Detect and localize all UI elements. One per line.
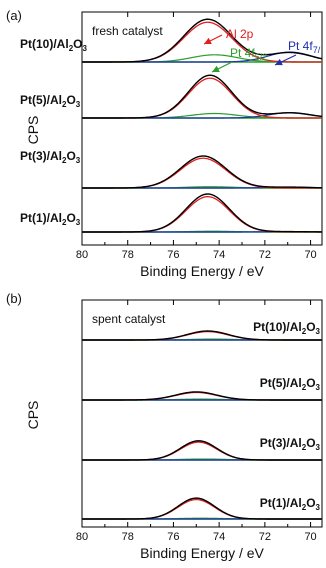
- sample-label: Pt(3)/Al2O3: [20, 149, 81, 165]
- measured-spectrum: [82, 74, 323, 119]
- measured-spectrum: [82, 330, 322, 341]
- measured-spectrum: [82, 391, 322, 401]
- y-axis-title: CPS: [25, 116, 41, 145]
- al2p-component: [82, 77, 322, 119]
- x-tick-label: 76: [167, 531, 179, 543]
- al2p-component: [82, 157, 322, 189]
- peak-annotation: Al 2p: [226, 27, 254, 41]
- sample-label: Pt(10)/Al2O3: [253, 320, 320, 336]
- measured-spectrum: [82, 440, 322, 461]
- panel-b: (b) spent catalyst 80 78 76 74 72 70 Binding Ene…: [6, 291, 323, 561]
- x-tick-label: 76: [167, 249, 179, 261]
- measured-spectrum: [82, 193, 323, 233]
- sample-label: Pt(5)/Al2O3: [260, 376, 321, 392]
- plot-frame: [81, 11, 323, 246]
- sample-label: Pt(3)/Al2O3: [260, 436, 321, 452]
- x-tick-label: 72: [259, 531, 271, 543]
- measured-spectrum: [82, 497, 322, 520]
- measured-spectrum: [82, 155, 323, 189]
- x-tick-label: 78: [122, 249, 134, 261]
- x-tick-label: 72: [259, 249, 271, 261]
- annotation-arrowhead: [275, 58, 283, 66]
- panel-letter: (a): [6, 8, 22, 23]
- panel-letter: (b): [6, 291, 22, 306]
- x-tick-label: 70: [304, 531, 316, 543]
- annotation-arrowhead: [212, 65, 220, 72]
- annotation-arrowhead: [204, 37, 212, 44]
- x-tick-label: 74: [213, 249, 225, 261]
- x-tick-label: 74: [213, 531, 225, 543]
- peak-annotation: Pt 4f7/: [288, 39, 321, 55]
- x-tick-label: 80: [76, 249, 88, 261]
- peak-annotation: Pt 4f5/2: [230, 46, 267, 62]
- x-tick-label: 80: [76, 531, 88, 543]
- x-axis-title: Binding Energy / eV: [140, 263, 264, 279]
- sample-label: Pt(1)/Al2O3: [260, 496, 321, 512]
- al2p-component: [82, 196, 322, 233]
- x-axis-title: Binding Energy / eV: [140, 545, 264, 561]
- y-axis-title: CPS: [25, 401, 41, 430]
- sample-label: Pt(10)/Al2O3: [20, 37, 87, 53]
- condition-label: fresh catalyst: [92, 24, 163, 38]
- measured-spectrum: [82, 18, 323, 63]
- plot-frame: [81, 299, 323, 528]
- pt4f52-component: [82, 54, 322, 63]
- sample-label: Pt(5)/Al2O3: [20, 93, 81, 109]
- condition-label: spent catalyst: [92, 312, 166, 326]
- pt4f72-component: [82, 51, 323, 63]
- x-tick-label: 78: [122, 531, 134, 543]
- panel-a: (a) fresh catalyst 80 78 76 74 72 70 Binding Ene…: [6, 8, 323, 279]
- x-tick-label: 70: [304, 249, 316, 261]
- sample-label: Pt(1)/Al2O3: [20, 211, 81, 227]
